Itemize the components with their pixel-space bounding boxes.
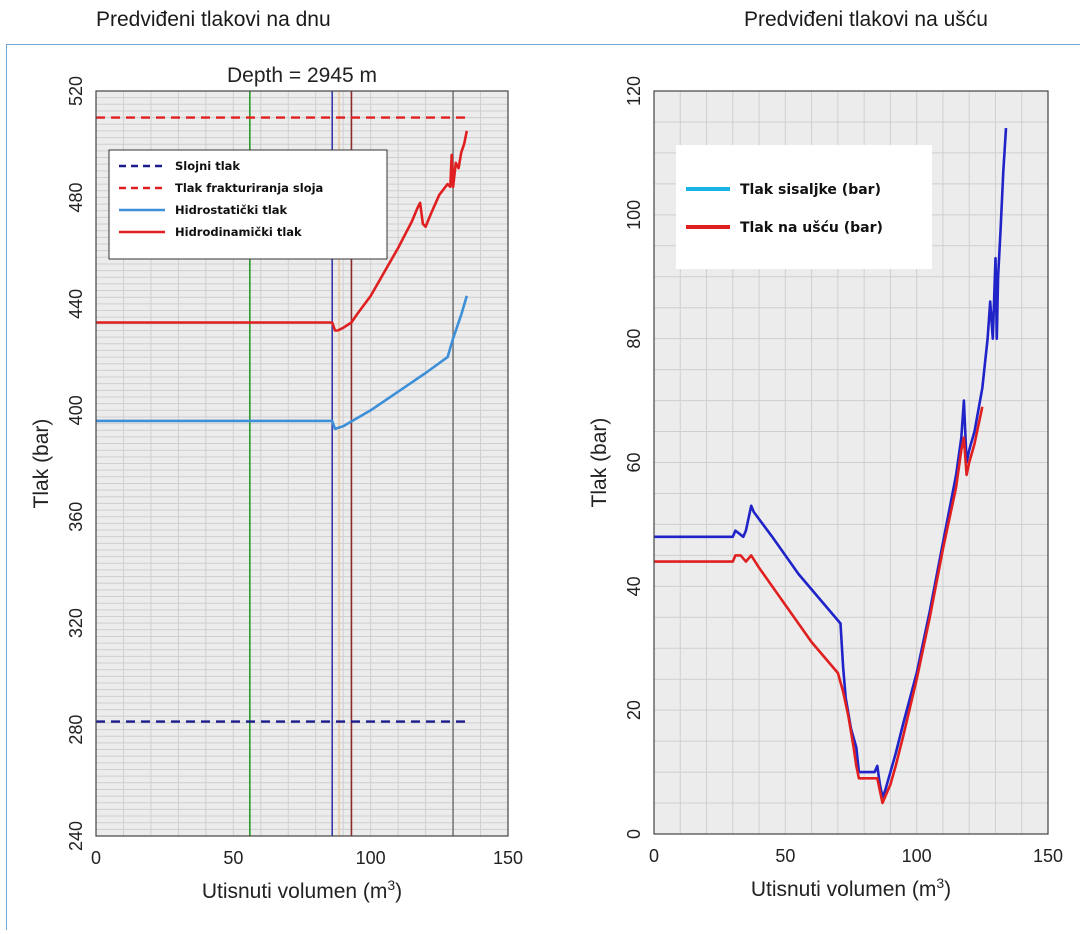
right-panel-heading: Predviđeni tlakovi na ušću	[744, 8, 988, 31]
x-tick-label: 100	[902, 846, 932, 866]
legend-label: Hidrostatički tlak	[175, 203, 288, 217]
x-axis-title: Utisnuti volumen (m3)	[202, 877, 402, 903]
y-tick-label: 400	[66, 395, 86, 425]
legend-box	[676, 145, 932, 269]
y-tick-label: 60	[624, 452, 644, 472]
legend: Slojni tlak Tlak frakturiranja sloja Hidro…	[108, 149, 388, 260]
legend: Tlak sisaljke (bar) Tlak na ušću (bar)	[676, 145, 932, 269]
y-tick-label: 240	[66, 821, 86, 851]
series-line-4	[96, 130, 469, 332]
x-tick-label: 50	[223, 848, 243, 868]
series-line-2	[654, 406, 984, 805]
y-tick-label: 80	[624, 329, 644, 349]
y-tick-label: 20	[624, 700, 644, 720]
wellhead-pressure-chart: 0 50 100 150 0 20 40 60 80 100 120 Utisnuti volumen…	[588, 76, 1063, 901]
plot-border	[653, 90, 1049, 835]
legend-label: Tlak sisaljke (bar)	[740, 182, 881, 198]
y-tick-label: 480	[66, 182, 86, 212]
x-tick-label: 0	[649, 846, 659, 866]
y-tick-label: 360	[66, 502, 86, 532]
legend-label: Hidrodinamički tlak	[175, 225, 302, 239]
y-tick-label: 440	[66, 289, 86, 319]
x-tick-label: 150	[493, 848, 523, 868]
chart-title: Depth = 2945 m	[227, 64, 377, 87]
x-axis-title: Utisnuti volumen (m3)	[751, 875, 951, 901]
figure-frame	[6, 44, 1080, 930]
x-tick-label: 150	[1033, 846, 1063, 866]
y-tick-label: 520	[66, 76, 86, 106]
y-tick-label: 280	[66, 715, 86, 745]
y-axis-title: Tlak (bar)	[588, 418, 611, 508]
y-axis-title: Tlak (bar)	[30, 419, 53, 509]
legend-label: Tlak frakturiranja sloja	[175, 181, 323, 195]
x-tick-label: 0	[91, 848, 101, 868]
y-tick-label: 120	[624, 76, 644, 106]
series-line-1	[654, 128, 1008, 799]
legend-box	[108, 149, 388, 260]
legend-label: Tlak na ušću (bar)	[740, 220, 883, 236]
plot-border	[95, 90, 509, 837]
y-tick-label: 0	[624, 829, 644, 839]
left-panel-heading: Predviđeni tlakovi na dnu	[96, 8, 331, 31]
y-tick-label: 100	[624, 200, 644, 230]
y-tick-label: 40	[624, 576, 644, 596]
bottomhole-pressure-chart: 0 50 100 150 240 280 320 360 400 440 480 520 Utisnut…	[30, 64, 523, 903]
legend-label: Slojni tlak	[175, 159, 240, 173]
x-tick-label: 50	[775, 846, 795, 866]
x-tick-label: 100	[356, 848, 386, 868]
y-tick-label: 320	[66, 608, 86, 638]
series-line-3	[96, 295, 469, 431]
